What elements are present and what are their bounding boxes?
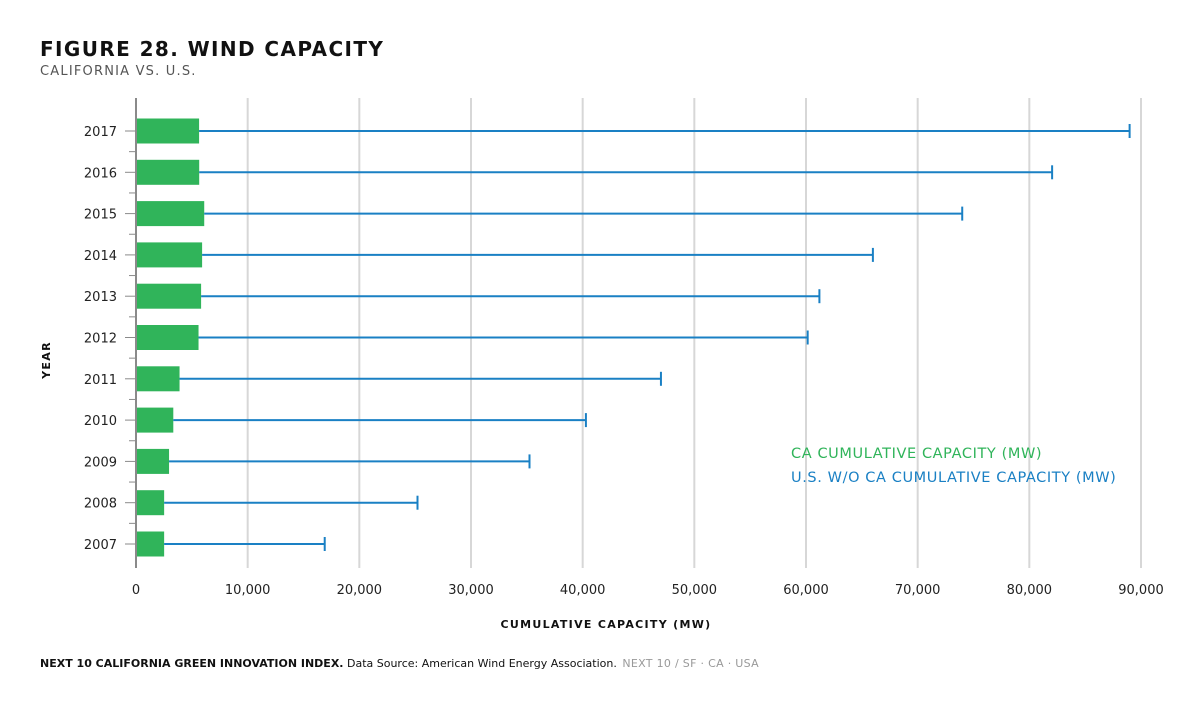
x-tick-label: 60,000 bbox=[783, 583, 829, 598]
x-tick-label: 40,000 bbox=[560, 583, 606, 598]
ca-bar bbox=[137, 407, 174, 433]
x-tick-label: 50,000 bbox=[672, 583, 718, 598]
chart-subtitle: CALIFORNIA VS. U.S. bbox=[40, 64, 197, 79]
us-lines bbox=[164, 124, 1131, 551]
legend: CA CUMULATIVE CAPACITY (MW) U.S. W/O CA … bbox=[791, 446, 1116, 486]
legend-ca: CA CUMULATIVE CAPACITY (MW) bbox=[791, 446, 1042, 462]
x-tick-labels: 0 10,000 20,000 30,000 40,000 50,000 60,000 70,… bbox=[132, 583, 1164, 598]
x-tick-label: 20,000 bbox=[337, 583, 383, 598]
wind-capacity-chart: 2017 2016 2015 2014 2013 2012 2011 2010 2009 2008… bbox=[40, 98, 1164, 631]
ca-bar bbox=[137, 242, 203, 268]
y-axis-line bbox=[125, 98, 137, 568]
x-tick-label: 90,000 bbox=[1118, 583, 1164, 598]
chart-title: FIGURE 28. WIND CAPACITY bbox=[40, 37, 385, 61]
ca-bar bbox=[137, 201, 205, 227]
ca-bar bbox=[137, 366, 180, 392]
x-tick-label: 10,000 bbox=[225, 583, 271, 598]
legend-us: U.S. W/O CA CUMULATIVE CAPACITY (MW) bbox=[791, 470, 1116, 486]
year-label: 2013 bbox=[84, 290, 117, 305]
footer-brand: NEXT 10 / SF · CA · USA bbox=[622, 657, 759, 670]
year-label: 2017 bbox=[84, 125, 117, 140]
ca-bar bbox=[137, 531, 165, 557]
year-label: 2015 bbox=[84, 208, 117, 223]
ca-bar bbox=[137, 325, 199, 350]
ca-bar bbox=[137, 283, 202, 309]
gridlines bbox=[246, 98, 1142, 568]
ca-bar bbox=[137, 490, 165, 516]
ca-bar bbox=[137, 448, 170, 474]
year-label: 2016 bbox=[84, 166, 117, 181]
year-label: 2009 bbox=[84, 455, 117, 470]
y-axis-title: YEAR bbox=[40, 341, 53, 380]
footer-index: NEXT 10 CALIFORNIA GREEN INNOVATION INDE… bbox=[40, 657, 344, 670]
year-label: 2014 bbox=[84, 249, 117, 264]
footer: NEXT 10 CALIFORNIA GREEN INNOVATION INDE… bbox=[40, 657, 759, 670]
x-axis-title: CUMULATIVE CAPACITY (MW) bbox=[501, 618, 712, 631]
x-tick-label: 30,000 bbox=[448, 583, 494, 598]
x-tick-label: 0 bbox=[132, 583, 140, 598]
ca-bar bbox=[137, 159, 200, 185]
year-label: 2011 bbox=[84, 373, 117, 388]
ca-bar bbox=[137, 118, 200, 144]
year-label: 2010 bbox=[84, 414, 117, 429]
x-tick-label: 80,000 bbox=[1007, 583, 1053, 598]
year-label: 2007 bbox=[84, 538, 117, 553]
footer-source: Data Source: American Wind Energy Associ… bbox=[346, 657, 617, 670]
year-label: 2008 bbox=[84, 497, 117, 512]
year-label: 2012 bbox=[84, 332, 117, 347]
x-tick-label: 70,000 bbox=[895, 583, 941, 598]
ca-bars bbox=[137, 118, 205, 557]
year-labels: 2017 2016 2015 2014 2013 2012 2011 2010 2009 2008… bbox=[84, 125, 117, 553]
